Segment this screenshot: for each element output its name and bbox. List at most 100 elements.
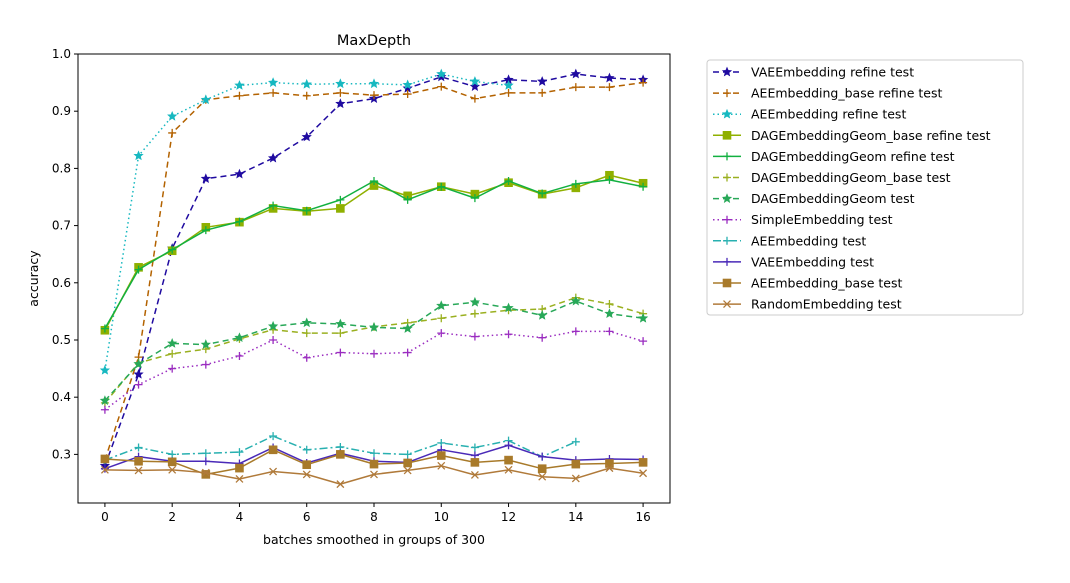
legend-label: DAGEmbeddingGeom_base refine test bbox=[751, 128, 991, 143]
legend-item: AEEmbedding refine test bbox=[713, 107, 906, 122]
data-point bbox=[571, 474, 580, 483]
data-point bbox=[301, 131, 312, 142]
data-point bbox=[370, 176, 378, 185]
data-point bbox=[201, 470, 211, 479]
data-point bbox=[302, 470, 311, 479]
data-point bbox=[403, 466, 412, 475]
data-point bbox=[336, 450, 345, 459]
legend-label: RandomEmbedding test bbox=[751, 297, 902, 312]
data-point bbox=[504, 176, 513, 185]
series-7 bbox=[99, 295, 649, 405]
data-point bbox=[470, 309, 479, 318]
data-point bbox=[268, 445, 278, 455]
data-point bbox=[201, 457, 210, 466]
data-point bbox=[302, 91, 311, 100]
data-point bbox=[604, 308, 615, 319]
data-point bbox=[167, 338, 178, 348]
data-point bbox=[302, 329, 311, 338]
legend-item: SimpleEmbedding test bbox=[713, 212, 893, 227]
legend-label: AEEmbedding test bbox=[751, 233, 866, 248]
y-tick-label: 0.7 bbox=[52, 219, 71, 233]
data-point bbox=[571, 83, 580, 92]
data-point bbox=[604, 72, 615, 83]
data-point bbox=[370, 449, 378, 458]
plot-frame bbox=[77, 53, 671, 504]
data-point bbox=[167, 457, 177, 467]
data-point bbox=[504, 455, 513, 465]
data-point bbox=[537, 464, 547, 473]
legend-marker bbox=[723, 173, 731, 182]
data-point bbox=[403, 348, 412, 357]
data-point bbox=[402, 323, 413, 333]
legend-label: SimpleEmbedding test bbox=[751, 212, 893, 227]
legend-item: VAEEmbedding refine test bbox=[713, 65, 914, 80]
legend-label: AEEmbedding refine test bbox=[751, 107, 906, 122]
data-point bbox=[301, 78, 312, 89]
data-point bbox=[201, 468, 210, 477]
legend-item: RandomEmbedding test bbox=[713, 297, 902, 312]
legend-marker bbox=[721, 193, 733, 203]
data-point bbox=[267, 77, 279, 87]
x-tick-label: 8 bbox=[370, 510, 378, 524]
data-point bbox=[200, 173, 211, 184]
data-point bbox=[235, 91, 244, 100]
legend-item: DAGEmbeddingGeom test bbox=[713, 191, 915, 206]
series-4 bbox=[100, 170, 648, 335]
data-point bbox=[235, 352, 244, 361]
data-point bbox=[100, 405, 109, 414]
data-point bbox=[369, 459, 379, 469]
legend-marker bbox=[721, 66, 733, 77]
data-point bbox=[134, 466, 143, 475]
legend-item: VAEEmbedding test bbox=[713, 254, 874, 269]
y-tick-label: 0.4 bbox=[52, 390, 71, 404]
data-point bbox=[571, 459, 581, 469]
data-point bbox=[133, 358, 144, 369]
legend-label: AEEmbedding_base test bbox=[751, 276, 902, 291]
data-point bbox=[504, 330, 513, 339]
data-point bbox=[504, 441, 513, 450]
data-point bbox=[504, 88, 513, 97]
legend-label: DAGEmbeddingGeom_base test bbox=[751, 170, 951, 185]
data-point bbox=[302, 445, 311, 454]
data-point bbox=[605, 327, 614, 336]
legend-marker bbox=[723, 215, 731, 224]
data-point bbox=[436, 451, 446, 460]
series-line bbox=[104, 73, 509, 371]
data-point bbox=[99, 364, 111, 375]
series-line bbox=[104, 73, 644, 467]
data-point bbox=[368, 78, 380, 89]
data-point bbox=[168, 349, 177, 358]
data-point bbox=[637, 312, 649, 323]
series-5 bbox=[100, 175, 648, 333]
data-point bbox=[133, 150, 144, 161]
data-point bbox=[469, 76, 481, 86]
data-point bbox=[134, 265, 143, 274]
data-point bbox=[538, 333, 547, 342]
series-3 bbox=[99, 68, 514, 375]
data-point bbox=[470, 94, 479, 103]
x-tick-label: 14 bbox=[568, 510, 583, 524]
data-point bbox=[538, 88, 547, 97]
data-point bbox=[538, 472, 547, 481]
series-8 bbox=[100, 327, 648, 414]
legend-label: VAEEmbedding refine test bbox=[751, 65, 914, 80]
data-point bbox=[504, 465, 513, 474]
data-point bbox=[168, 364, 177, 373]
legend-item: AEEmbedding_base test bbox=[713, 276, 902, 291]
data-point bbox=[370, 349, 378, 358]
data-point bbox=[469, 81, 481, 91]
data-point bbox=[605, 459, 614, 468]
data-point bbox=[437, 461, 446, 470]
data-point bbox=[469, 296, 481, 307]
data-point bbox=[100, 465, 109, 474]
legend-item: AEEmbedding_base refine test bbox=[713, 86, 942, 101]
y-tick-label: 1.0 bbox=[52, 47, 71, 61]
data-point bbox=[605, 464, 614, 473]
x-tick-label: 4 bbox=[236, 510, 244, 524]
legend-item: AEEmbedding test bbox=[713, 233, 866, 248]
data-point bbox=[134, 456, 143, 466]
data-point bbox=[403, 90, 412, 99]
data-point bbox=[269, 432, 278, 441]
data-point bbox=[167, 110, 178, 121]
